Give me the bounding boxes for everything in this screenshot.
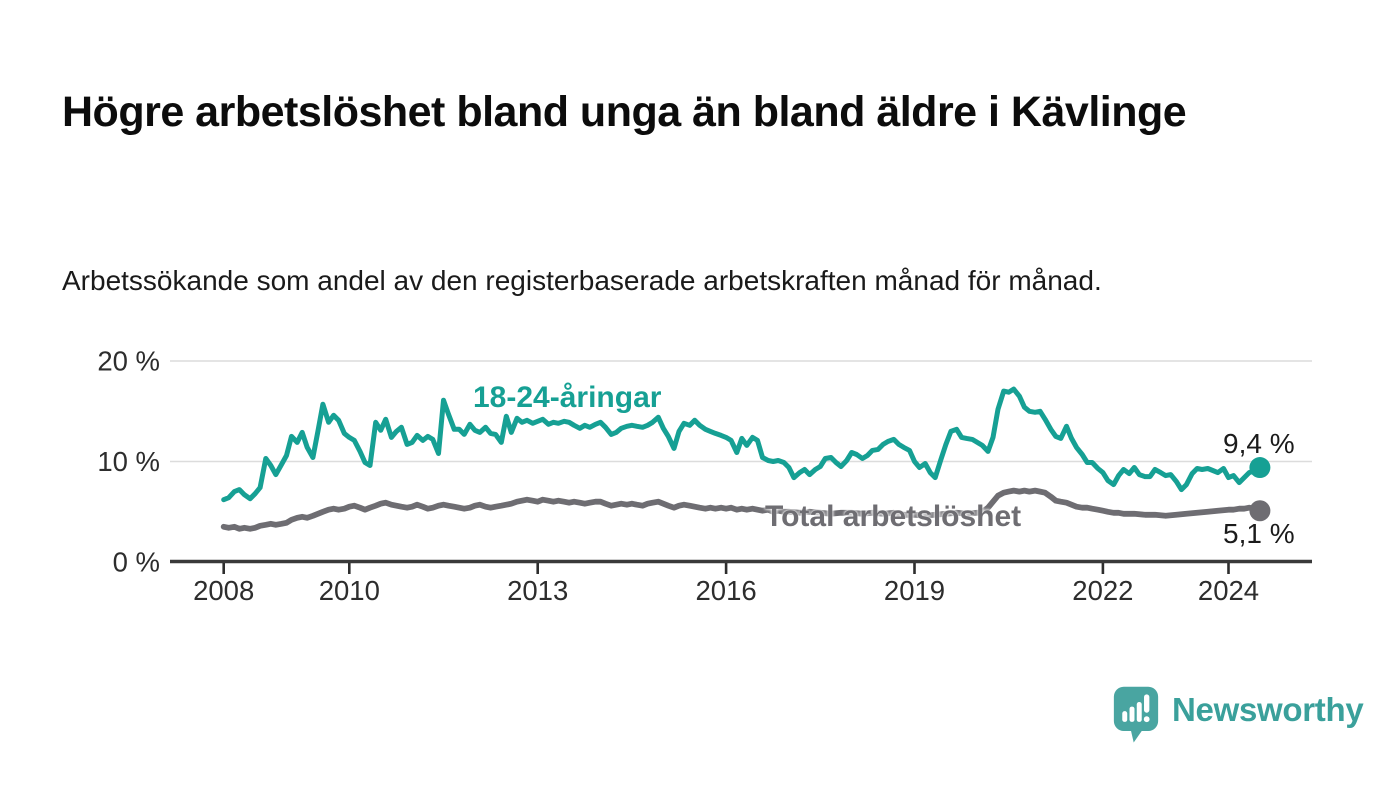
brand-name: Newsworthy (1172, 691, 1364, 728)
series-label-18-24: 18-24-åringar (473, 381, 662, 414)
chart-subtitle: Arbetssökande som andel av den registerb… (62, 265, 1102, 296)
x-tick-label: 2008 (193, 575, 254, 606)
x-tick-label: 2022 (1072, 575, 1133, 606)
y-tick-label: 0 % (113, 547, 160, 578)
series-line-1 (220, 487, 1263, 532)
page-title: Högre arbetslöshet bland unga än bland ä… (62, 87, 1187, 136)
x-tick-label: 2010 (319, 575, 380, 606)
x-tick-label: 2016 (696, 575, 757, 606)
bar-chart-speech-bubble-icon (1113, 686, 1159, 743)
x-tick-label: 2024 (1198, 575, 1259, 606)
series-line-0 (221, 386, 1263, 503)
x-tick-label: 2013 (507, 575, 568, 606)
y-tick-label: 20 % (97, 346, 160, 377)
end-value-18-24: 9,4 % (1223, 428, 1295, 459)
end-value-total: 5,1 % (1223, 518, 1295, 549)
y-tick-label: 10 % (97, 446, 160, 477)
series-label-total: Total arbetslöshet (765, 500, 1022, 533)
series-end-dot-0 (1249, 457, 1271, 479)
x-tick-label: 2019 (884, 575, 945, 606)
newsworthy-logo: Newsworthy (1113, 686, 1364, 744)
series-end-dot-1 (1249, 500, 1271, 522)
